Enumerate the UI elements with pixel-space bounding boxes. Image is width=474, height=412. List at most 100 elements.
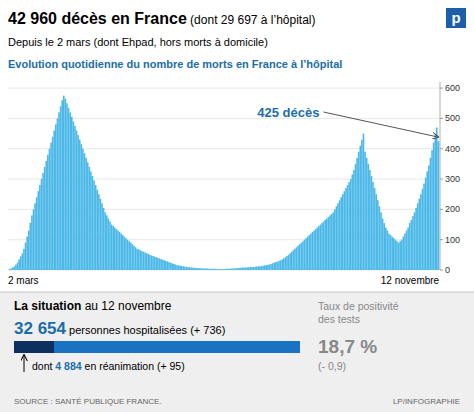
bar	[26, 237, 28, 270]
bar	[202, 268, 204, 270]
bar	[355, 164, 357, 270]
bar	[423, 184, 425, 270]
bar	[194, 268, 196, 270]
bar	[332, 212, 334, 270]
bar	[101, 203, 103, 270]
bar	[100, 199, 102, 270]
tick-label: 100	[445, 235, 460, 245]
situation-title-suffix: au 12 novembre	[81, 299, 171, 313]
bar	[125, 238, 127, 270]
bar	[353, 170, 355, 270]
bar	[79, 140, 81, 270]
bar	[301, 243, 303, 270]
bar	[119, 232, 121, 270]
bar	[229, 269, 231, 270]
bar	[331, 214, 333, 270]
bar	[140, 250, 142, 270]
bar	[356, 158, 358, 270]
bar	[256, 267, 258, 270]
x-label-left: 2 mars	[8, 275, 39, 286]
bar	[383, 223, 385, 270]
bar	[23, 249, 25, 270]
bar	[9, 269, 11, 270]
bar	[366, 158, 368, 270]
bar	[95, 185, 97, 270]
bar	[28, 231, 30, 270]
bar	[116, 229, 118, 270]
bar	[222, 269, 224, 270]
bar	[93, 181, 95, 270]
bar	[334, 209, 336, 270]
bar	[42, 173, 44, 270]
header: 42 960 décès en France (dont 29 697 à l’…	[8, 8, 466, 70]
bar	[414, 212, 416, 270]
bar	[138, 249, 140, 270]
bar	[398, 243, 400, 270]
bar	[73, 121, 75, 270]
bar	[289, 253, 291, 270]
bar	[66, 103, 68, 270]
bar	[296, 247, 298, 270]
bar	[208, 269, 210, 270]
tick-mark	[440, 239, 443, 240]
bar	[367, 164, 369, 270]
bar	[55, 124, 57, 270]
bar	[352, 174, 354, 270]
bar	[136, 249, 138, 270]
positivity-label-block: Taux de positivitédes tests	[318, 300, 399, 325]
bar	[415, 208, 417, 270]
bar	[243, 268, 245, 270]
bar	[438, 141, 440, 270]
bar	[238, 268, 240, 270]
bar	[87, 162, 89, 270]
bar	[162, 260, 164, 270]
bar	[385, 228, 387, 270]
bar	[89, 167, 91, 270]
bar	[179, 266, 181, 270]
bar	[409, 223, 411, 270]
bar	[403, 237, 405, 270]
bar	[417, 203, 419, 270]
bar	[155, 257, 157, 270]
bar	[286, 256, 288, 270]
bar	[391, 237, 393, 270]
bar	[411, 220, 413, 270]
bar	[143, 252, 145, 270]
bar	[84, 153, 86, 270]
bar	[219, 269, 221, 270]
icu-line: dont 4 884 en réanimation (+ 95)	[32, 360, 185, 372]
logo-box	[446, 8, 466, 28]
bar	[232, 268, 234, 270]
bar	[181, 266, 183, 270]
bar	[30, 223, 32, 270]
tick-label: 300	[445, 174, 460, 184]
bar	[302, 241, 304, 270]
bar	[76, 131, 78, 270]
bar	[312, 232, 314, 270]
bar	[310, 234, 312, 270]
bar	[218, 269, 220, 270]
title-suffix: (dont 29 697 à l’hôpital)	[187, 13, 316, 27]
bar	[187, 267, 189, 270]
situation-panel: La situation au 12 novembre32 654 person…	[0, 292, 474, 412]
bar	[34, 203, 36, 270]
hospitalised-text: personnes hospitalisées (+ 736)	[66, 324, 225, 336]
tick-mark	[440, 209, 443, 210]
bar	[206, 268, 208, 270]
bar	[395, 240, 397, 270]
bar	[350, 179, 352, 270]
bar	[240, 268, 242, 270]
bar	[393, 238, 395, 270]
positivity-value: 18,7 %	[318, 336, 377, 357]
bar	[273, 263, 275, 270]
bar	[363, 134, 365, 270]
bar	[377, 200, 379, 270]
bar	[61, 100, 63, 270]
bar	[170, 263, 172, 270]
bar	[418, 199, 420, 270]
bar	[104, 212, 106, 270]
bar	[77, 135, 79, 270]
hospitalised-number: 32 654	[14, 319, 67, 338]
bar	[178, 265, 180, 270]
bar	[90, 171, 92, 270]
